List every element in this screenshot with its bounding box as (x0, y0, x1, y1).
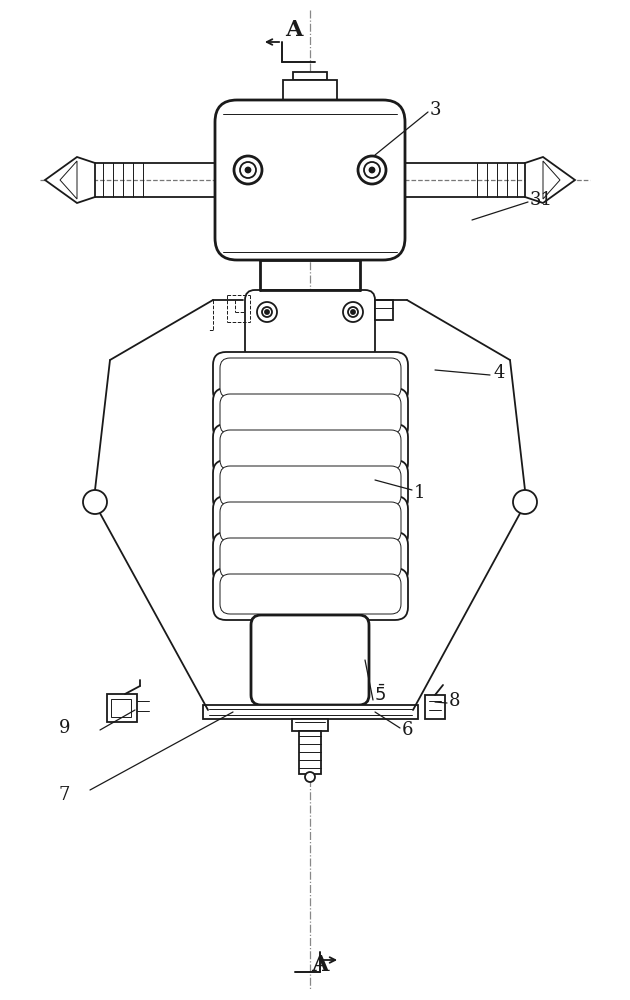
FancyBboxPatch shape (213, 352, 408, 404)
FancyBboxPatch shape (213, 460, 408, 512)
Text: 4: 4 (493, 364, 505, 382)
Circle shape (348, 307, 358, 317)
Circle shape (513, 490, 537, 514)
FancyBboxPatch shape (220, 358, 401, 398)
Polygon shape (525, 157, 575, 203)
Circle shape (364, 162, 380, 178)
Bar (299, 731, 321, 774)
FancyBboxPatch shape (220, 394, 401, 434)
FancyBboxPatch shape (213, 496, 408, 548)
Circle shape (234, 156, 262, 184)
Polygon shape (60, 161, 77, 199)
FancyBboxPatch shape (220, 574, 401, 614)
Circle shape (257, 302, 277, 322)
FancyBboxPatch shape (213, 568, 408, 620)
Text: 6: 6 (402, 721, 413, 739)
Circle shape (83, 490, 107, 514)
Circle shape (351, 310, 355, 314)
FancyBboxPatch shape (213, 532, 408, 584)
Circle shape (265, 310, 269, 314)
Bar (292, 719, 328, 731)
Bar (107, 694, 137, 722)
FancyBboxPatch shape (220, 466, 401, 506)
Circle shape (358, 156, 386, 184)
FancyBboxPatch shape (245, 290, 375, 360)
Bar (283, 80, 337, 100)
FancyBboxPatch shape (213, 388, 408, 440)
Bar (203, 705, 418, 719)
Text: 3: 3 (430, 101, 442, 119)
Circle shape (305, 772, 315, 782)
Text: 1: 1 (414, 484, 425, 502)
Text: 9: 9 (59, 719, 70, 737)
FancyBboxPatch shape (220, 538, 401, 578)
Text: $\bar{5}$: $\bar{5}$ (374, 685, 386, 705)
FancyBboxPatch shape (213, 424, 408, 476)
Text: 7: 7 (59, 786, 70, 804)
Text: 8: 8 (449, 692, 461, 710)
Bar (293, 72, 327, 80)
FancyBboxPatch shape (220, 502, 401, 542)
Circle shape (246, 167, 251, 172)
Text: 31: 31 (530, 191, 553, 209)
Polygon shape (45, 157, 95, 203)
Polygon shape (543, 161, 560, 199)
Bar (425, 695, 445, 719)
Bar (111, 699, 131, 717)
Text: A: A (311, 954, 329, 976)
FancyBboxPatch shape (220, 430, 401, 470)
Circle shape (262, 307, 272, 317)
FancyBboxPatch shape (215, 100, 405, 260)
Circle shape (240, 162, 256, 178)
Bar (375, 300, 393, 320)
Circle shape (370, 167, 374, 172)
FancyBboxPatch shape (251, 615, 369, 705)
Circle shape (343, 302, 363, 322)
Text: A: A (285, 19, 302, 41)
